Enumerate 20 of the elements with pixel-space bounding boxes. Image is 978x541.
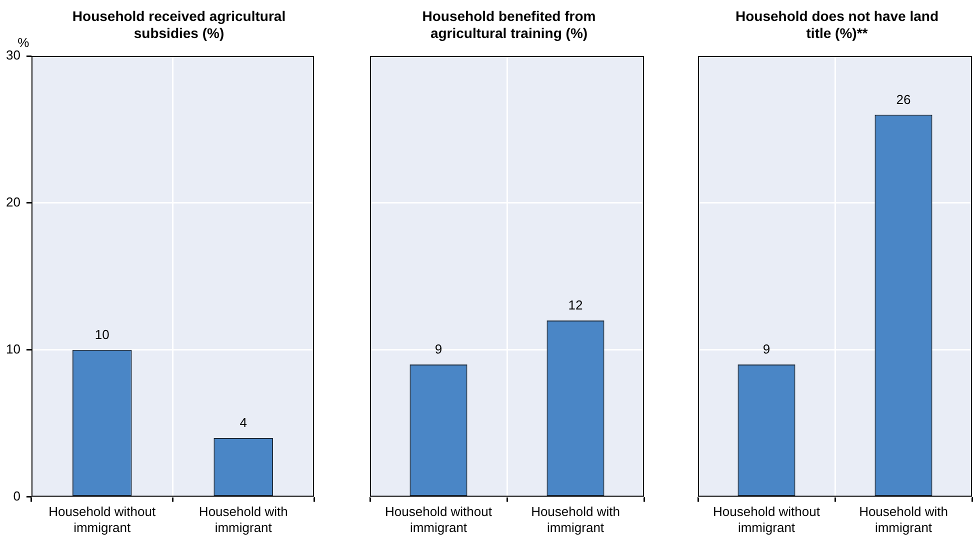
data-label: 9 xyxy=(434,342,442,357)
data-label: 9 xyxy=(762,342,770,357)
x-tick-label: Household with immigrant xyxy=(198,504,288,535)
chart-title: Household received agricultural subsidies (%) xyxy=(71,8,287,42)
y-tick-label: 20 xyxy=(6,194,20,210)
data-label: 12 xyxy=(568,298,583,313)
x-tick-label: Household with immigrant xyxy=(531,504,620,535)
x-tick-label: Household with immigrant xyxy=(859,504,948,535)
data-label: 4 xyxy=(240,415,247,430)
data-label: 26 xyxy=(896,92,911,107)
x-tick-label: Household without immigrant xyxy=(48,504,156,535)
chart-title: Household benefited from agricultural training (%) xyxy=(421,8,597,42)
x-tick-label: Household without immigrant xyxy=(385,504,492,535)
x-tick-label: Household without immigrant xyxy=(713,504,820,535)
y-axis-title: % xyxy=(18,35,30,50)
data-label: 10 xyxy=(94,326,110,342)
chart-title: Household does not have land title (%)** xyxy=(734,8,940,42)
y-tick-label: 0 xyxy=(13,488,20,504)
y-tick-label: 30 xyxy=(6,48,20,63)
y-tick-label: 10 xyxy=(6,341,20,356)
